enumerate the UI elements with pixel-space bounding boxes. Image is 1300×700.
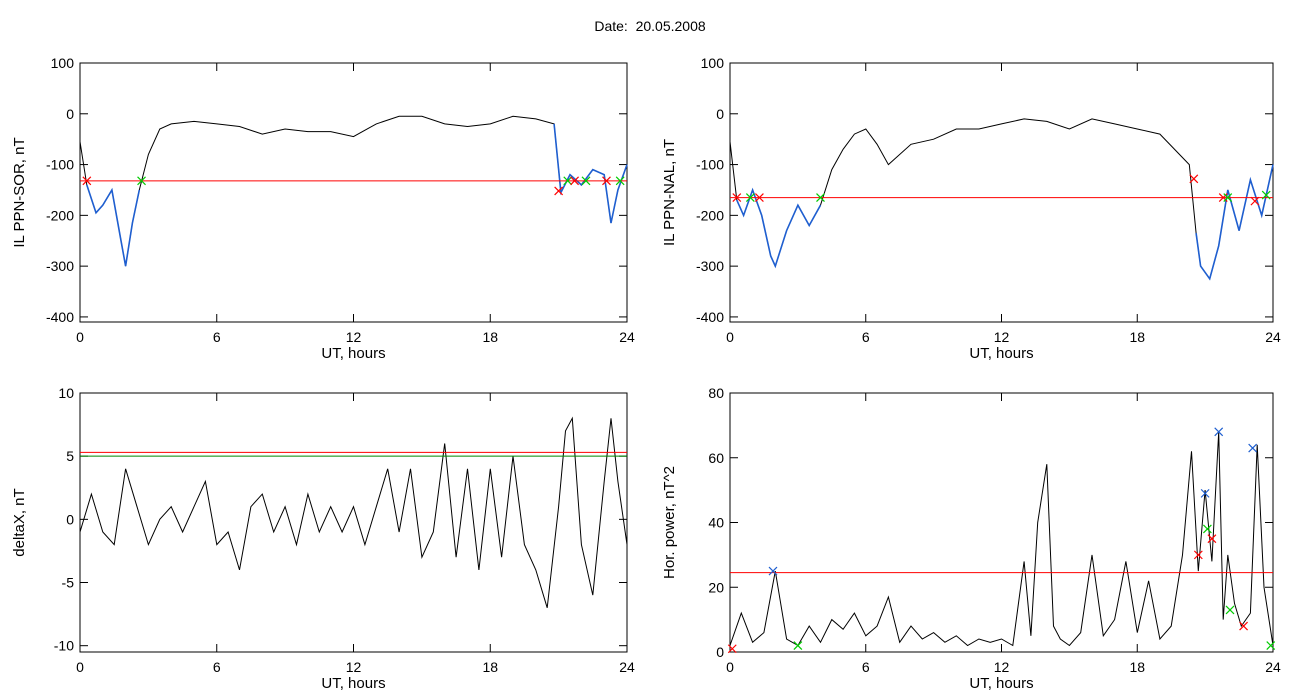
marker-cross xyxy=(1261,190,1271,200)
marker-cross xyxy=(816,193,825,203)
plot-frame xyxy=(79,392,628,653)
y-tick-label: 0 xyxy=(66,511,74,527)
series-line xyxy=(729,118,1274,280)
highlight-segment xyxy=(1195,164,1274,281)
highlight-segment xyxy=(86,184,141,267)
highlight-segment xyxy=(553,123,628,224)
plot-frame xyxy=(79,62,628,323)
y-tick-label: 80 xyxy=(708,385,724,401)
x-tick-label: 12 xyxy=(994,659,1010,675)
highlight-segment xyxy=(736,187,822,269)
y-tick-label: 0 xyxy=(66,106,74,122)
y-axis-label: Hor. power, nT^2 xyxy=(661,466,678,579)
marker-cross xyxy=(727,644,737,654)
y-tick-label: -400 xyxy=(46,309,74,325)
x-tick-label: 18 xyxy=(482,659,498,675)
marker-cross xyxy=(754,193,764,203)
x-tick-label: 18 xyxy=(482,329,498,345)
series-line xyxy=(79,115,628,267)
x-tick-label: 24 xyxy=(1265,329,1281,345)
marker-cross xyxy=(1207,534,1217,544)
marker-cross xyxy=(563,176,573,186)
marker-cross xyxy=(570,176,580,186)
x-tick-label: 0 xyxy=(76,329,84,345)
x-tick-label: 12 xyxy=(346,659,362,675)
chart-nal: 0 6 12 18 24 100 0 -100 -200 -300 -400 UT, hours IL … xyxy=(661,55,1281,362)
marker-cross xyxy=(1248,443,1258,453)
y-tick-label: 10 xyxy=(58,385,74,401)
y-axis-label: deltaX, nT xyxy=(11,488,28,556)
y-tick-label: -100 xyxy=(696,157,724,173)
y-tick-label: 20 xyxy=(708,579,724,595)
x-tick-label: 18 xyxy=(1129,329,1145,345)
marker-cross xyxy=(793,641,803,650)
y-tick-label: 100 xyxy=(51,55,75,71)
marker-cross xyxy=(581,176,591,186)
marker-cross xyxy=(1214,427,1224,437)
plot-frame xyxy=(729,392,1274,653)
marker-cross xyxy=(82,176,92,186)
x-tick-label: 24 xyxy=(619,659,635,675)
page-title: Date: 20.05.2008 xyxy=(0,18,1300,34)
x-axis-label: UT, hours xyxy=(321,345,385,362)
x-tick-label: 0 xyxy=(76,659,84,675)
y-tick-label: 5 xyxy=(66,448,74,464)
x-tick-label: 12 xyxy=(994,329,1010,345)
y-tick-label: 0 xyxy=(716,644,724,660)
plot-frame xyxy=(729,62,1274,323)
x-tick-label: 0 xyxy=(726,659,734,675)
x-tick-label: 6 xyxy=(213,329,221,345)
x-tick-label: 12 xyxy=(346,329,362,345)
marker-cross xyxy=(1250,196,1260,206)
chart-sor: 0 6 12 18 24 100 0 -100 -200 -300 -400 UT, hours IL … xyxy=(11,55,635,362)
y-tick-label: -300 xyxy=(46,258,74,274)
y-tick-label: 100 xyxy=(701,55,725,71)
y-tick-label: 0 xyxy=(716,106,724,122)
y-tick-label: -5 xyxy=(62,575,75,591)
x-tick-label: 6 xyxy=(862,659,870,675)
y-tick-label: -100 xyxy=(46,157,74,173)
marker-cross xyxy=(1239,621,1249,631)
x-axis-label: UT, hours xyxy=(969,675,1033,692)
marker-cross xyxy=(745,193,755,203)
chart-deltax: 0 6 12 18 24 10 5 0 -5 -10 UT, hours deltaX, nT xyxy=(11,385,635,692)
marker-cross xyxy=(768,566,778,576)
x-tick-label: 24 xyxy=(1265,659,1281,675)
y-tick-label: 60 xyxy=(708,450,724,466)
marker-cross xyxy=(1266,641,1276,650)
marker-cross xyxy=(1200,488,1210,498)
y-tick-label: 40 xyxy=(708,515,724,531)
chart-power: 0 6 12 18 24 80 60 40 20 0 UT, hours Hor. power, nT… xyxy=(661,385,1281,692)
marker-cross xyxy=(602,176,611,186)
marker-cross xyxy=(1202,524,1212,534)
x-tick-label: 6 xyxy=(862,329,870,345)
x-axis-label: UT, hours xyxy=(969,345,1033,362)
y-tick-label: -300 xyxy=(696,258,724,274)
marker-cross xyxy=(1225,605,1235,615)
marker-cross xyxy=(1223,193,1233,203)
x-tick-label: 18 xyxy=(1129,659,1145,675)
marker-cross xyxy=(1193,550,1203,560)
marker-cross xyxy=(1189,174,1199,184)
y-axis-label: IL PPN-SOR, nT xyxy=(11,137,28,247)
series-line xyxy=(729,431,1274,647)
marker-cross xyxy=(554,186,564,196)
x-tick-label: 6 xyxy=(213,659,221,675)
y-tick-label: -10 xyxy=(54,638,74,654)
x-tick-label: 24 xyxy=(619,329,635,345)
x-tick-label: 0 xyxy=(726,329,734,345)
marker-cross xyxy=(732,193,742,203)
date-value: 20.05.2008 xyxy=(635,18,706,34)
date-label: Date: xyxy=(594,18,628,34)
marker-cross xyxy=(615,176,625,186)
y-axis-label: IL PPN-NAL, nT xyxy=(661,139,678,246)
series-line xyxy=(79,416,628,608)
marker-cross xyxy=(137,176,146,186)
y-tick-label: -200 xyxy=(46,207,74,223)
x-axis-label: UT, hours xyxy=(321,675,385,692)
y-tick-label: -200 xyxy=(696,207,724,223)
y-tick-label: -400 xyxy=(696,309,724,325)
